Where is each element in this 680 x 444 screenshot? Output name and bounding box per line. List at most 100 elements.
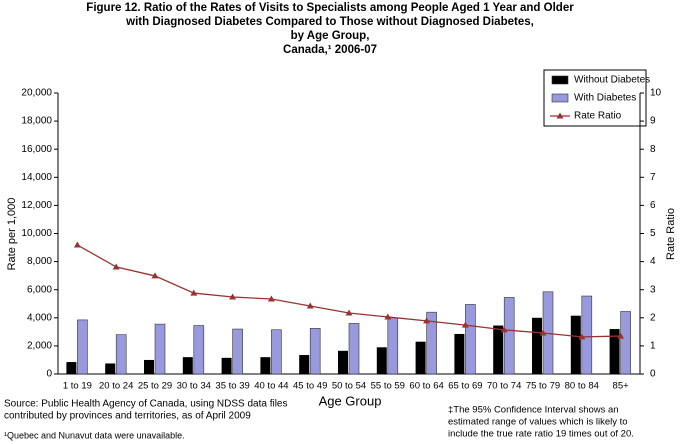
bar <box>454 333 465 374</box>
y-tick-label: 12,000 <box>21 200 52 211</box>
legend-label: With Diabetes <box>574 93 636 104</box>
y-tick-label: 10,000 <box>21 228 52 239</box>
chart-title: Canada,¹ 2006-07 <box>283 44 377 56</box>
y-tick-label: 0 <box>46 369 52 380</box>
line-marker <box>112 263 120 270</box>
line-marker <box>73 241 81 248</box>
y2-tick-label: 7 <box>650 172 656 183</box>
y2-tick-label: 10 <box>650 88 662 99</box>
x-tick-label: 50 to 54 <box>332 381 366 392</box>
bar <box>348 323 360 375</box>
bar <box>503 297 515 375</box>
line-marker <box>578 333 586 340</box>
x-tick-label: 75 to 79 <box>526 381 560 392</box>
bar <box>115 334 127 375</box>
bar <box>271 329 282 375</box>
line-marker <box>384 313 392 320</box>
x-axis-label: Age Group <box>319 393 382 408</box>
y-tick-label: 20,000 <box>21 88 52 99</box>
chart-title: by Age Group, <box>291 30 370 42</box>
bar <box>105 363 116 374</box>
legend-swatch <box>556 112 564 119</box>
bar <box>532 317 542 374</box>
bar <box>620 311 631 375</box>
bar <box>193 325 205 375</box>
bar <box>299 355 310 374</box>
x-tick-label: 85+ <box>613 381 630 392</box>
line-marker <box>267 295 275 302</box>
note: ‡The 95% Confidence Interval shows an <box>448 405 619 416</box>
bar <box>609 329 620 374</box>
bar <box>232 328 243 375</box>
y-tick-label: 14,000 <box>21 172 52 183</box>
y-tick-label: 2,000 <box>27 341 52 352</box>
x-tick-label: 55 to 59 <box>371 381 405 392</box>
note: include the true rate ratio 19 times out… <box>448 429 634 440</box>
note: estimated range of values which is likel… <box>448 417 628 428</box>
y-axis-label: Rate per 1,000 <box>6 198 18 271</box>
x-tick-label: 60 to 64 <box>409 381 443 392</box>
bar <box>426 311 437 375</box>
source: contributed by provinces and territories… <box>4 411 251 422</box>
y2-tick-label: 5 <box>650 228 656 239</box>
bar <box>154 323 166 375</box>
bar <box>309 328 321 375</box>
legend-label: Rate Ratio <box>574 111 622 122</box>
y-tick-label: 8,000 <box>27 256 52 267</box>
line-marker <box>190 289 198 296</box>
y2-tick-label: 3 <box>650 284 656 295</box>
line-marker <box>539 329 547 336</box>
x-tick-label: 65 to 69 <box>448 381 482 392</box>
y-tick-label: 6,000 <box>27 284 52 295</box>
bar <box>465 304 476 375</box>
legend-swatch <box>551 93 569 103</box>
y2-axis-label: Rate Ratio <box>665 208 677 260</box>
y-tick-label: 4,000 <box>27 312 52 323</box>
bar <box>182 357 193 374</box>
bar <box>581 295 593 375</box>
x-tick-label: 70 to 74 <box>487 381 521 392</box>
y2-tick-label: 1 <box>650 341 656 352</box>
line-marker <box>617 332 625 339</box>
bar <box>493 325 504 374</box>
bar <box>376 347 387 374</box>
y-tick-label: 18,000 <box>21 116 52 127</box>
line-marker <box>306 302 314 309</box>
bar <box>221 357 232 374</box>
x-tick-label: 35 to 39 <box>215 381 249 392</box>
bar <box>260 357 271 374</box>
line-marker <box>423 317 431 324</box>
bar <box>66 362 77 374</box>
legend-label: Without Diabetes <box>574 75 650 86</box>
line-marker <box>151 272 159 279</box>
chart-title: Figure 12. Ratio of the Rates of Visits … <box>86 2 574 14</box>
y2-tick-label: 6 <box>650 200 656 211</box>
bar <box>415 341 426 374</box>
y2-tick-label: 0 <box>650 369 656 380</box>
y2-tick-label: 4 <box>650 256 656 267</box>
y2-tick-label: 9 <box>650 116 656 127</box>
line-marker <box>461 321 469 328</box>
chart-title: with Diagnosed Diabetes Compared to Thos… <box>125 16 534 28</box>
x-tick-label: 30 to 34 <box>177 381 211 392</box>
bar <box>387 317 399 375</box>
x-tick-label: 45 to 49 <box>293 381 327 392</box>
x-tick-label: 20 to 24 <box>99 381 133 392</box>
bar <box>144 359 154 374</box>
line-marker <box>229 293 237 300</box>
y2-tick-label: 8 <box>650 144 656 155</box>
bar <box>338 350 348 374</box>
x-tick-label: 80 to 84 <box>565 381 599 392</box>
line-marker <box>500 326 508 333</box>
x-tick-label: 1 to 19 <box>63 381 92 392</box>
bar <box>570 315 581 374</box>
line-marker <box>345 309 353 316</box>
footnote: ¹Quebec and Nunavut data were unavailabl… <box>4 430 185 440</box>
legend-swatch <box>551 75 569 85</box>
y-tick-label: 16,000 <box>21 144 52 155</box>
x-tick-label: 40 to 44 <box>254 381 288 392</box>
y2-tick-label: 2 <box>650 312 656 323</box>
bar <box>77 319 88 375</box>
source: Source: Public Health Agency of Canada, … <box>4 399 288 410</box>
